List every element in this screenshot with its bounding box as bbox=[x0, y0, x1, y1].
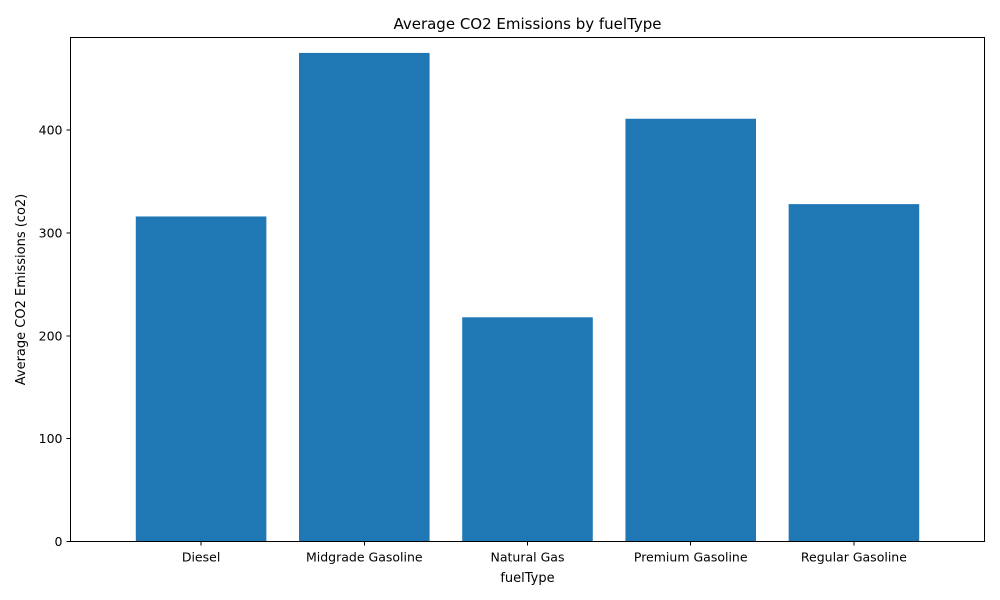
bar-regular-gasoline bbox=[788, 204, 920, 542]
chart-title: Average CO2 Emissions by fuelType bbox=[393, 15, 661, 33]
x-tick-label: Premium Gasoline bbox=[634, 550, 748, 565]
plot-frame bbox=[70, 37, 985, 542]
y-tick-label: 300 bbox=[39, 225, 63, 240]
x-axis-ticks: Diesel Midgrade Gasoline Natural Gas Premiu… bbox=[182, 541, 907, 565]
x-axis-label: fuelType bbox=[500, 571, 554, 586]
bar-premium-gasoline bbox=[625, 118, 756, 542]
bar-natural-gas bbox=[462, 317, 593, 542]
y-axis-ticks: 0 100 200 300 400 bbox=[39, 123, 71, 549]
y-tick-label: 0 bbox=[55, 534, 63, 549]
y-tick-label: 200 bbox=[39, 328, 63, 343]
x-tick-label: Regular Gasoline bbox=[801, 550, 907, 565]
y-axis-label: Average CO2 Emissions (co2) bbox=[14, 194, 29, 386]
bar-midgrade-gasoline bbox=[299, 52, 430, 542]
bars-group bbox=[135, 52, 920, 542]
x-tick-label: Diesel bbox=[182, 550, 220, 565]
y-tick-label: 100 bbox=[39, 431, 63, 446]
x-tick-label: Natural Gas bbox=[491, 550, 565, 565]
bar-diesel bbox=[135, 216, 267, 542]
y-tick-label: 400 bbox=[39, 123, 63, 138]
x-tick-label: Midgrade Gasoline bbox=[306, 550, 423, 565]
